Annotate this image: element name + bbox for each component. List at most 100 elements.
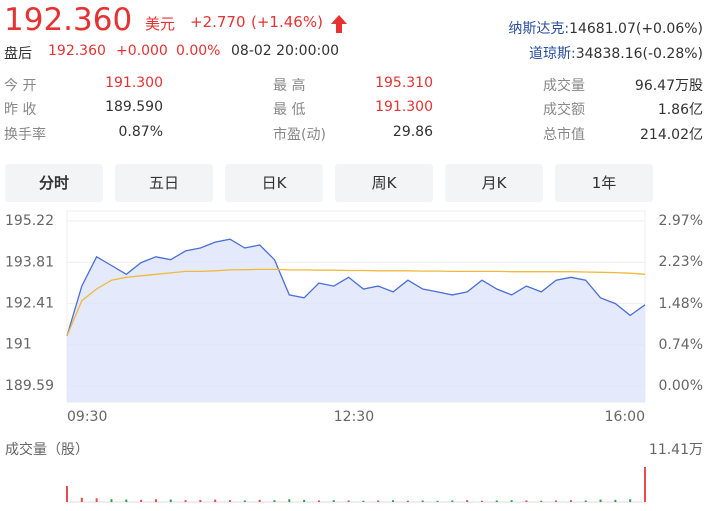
volume-bar xyxy=(540,500,543,502)
volume-title: 成交量（股） xyxy=(5,441,89,458)
y2-tick-label: 0.74% xyxy=(659,337,703,353)
volume-bar xyxy=(599,499,602,502)
volume-bar xyxy=(169,499,172,502)
tab[interactable]: 周K xyxy=(335,164,433,202)
stat-label: 今 开 xyxy=(4,78,37,94)
y-tick-label: 191 xyxy=(5,337,32,353)
after-hours-time: 08-02 20:00:00 xyxy=(231,43,340,59)
stat-label: 最 高 xyxy=(273,78,306,94)
volume-bar xyxy=(125,499,128,502)
volume-bar xyxy=(243,500,246,502)
volume-bar xyxy=(140,499,143,502)
y-tick-label: 189.59 xyxy=(5,378,54,394)
y2-tick-label: 2.23% xyxy=(659,254,703,270)
change: +2.770 xyxy=(190,13,246,31)
volume-bar xyxy=(436,500,439,502)
volume-bar xyxy=(303,499,306,502)
volume-bar xyxy=(495,500,498,502)
volume-bar xyxy=(317,500,320,502)
index-value: 34838.16(-0.28%) xyxy=(575,46,703,62)
stat-value: 195.310 xyxy=(375,75,433,91)
stat-label: 市盈(动) xyxy=(273,127,326,143)
volume-bar xyxy=(525,500,528,502)
volume-bar xyxy=(406,500,409,502)
volume-bar xyxy=(199,499,202,502)
tab[interactable]: 日K xyxy=(225,164,323,202)
after-hours-pct: 0.00% xyxy=(176,43,221,59)
volume-bar xyxy=(584,500,587,502)
stat-value: 189.590 xyxy=(105,99,163,115)
after-hours-label: 盘后 xyxy=(4,46,32,62)
volume-bar xyxy=(66,486,68,502)
currency: 美元 xyxy=(145,15,176,33)
index-row: 道琼斯:34838.16(-0.28%) xyxy=(529,43,703,63)
volume-bar xyxy=(347,500,350,502)
average-line xyxy=(66,268,646,337)
stat-label: 成交量 xyxy=(543,78,585,94)
stat-value: 1.86亿 xyxy=(657,102,703,118)
y-tick-label: 195.22 xyxy=(5,213,54,229)
stat-label: 总市值 xyxy=(543,127,585,143)
volume-bar xyxy=(644,467,646,502)
volume-bar xyxy=(569,500,572,502)
tab[interactable]: 五日 xyxy=(115,164,213,202)
stat-value: 214.02亿 xyxy=(640,127,703,143)
stat-value: 0.87% xyxy=(118,124,163,140)
volume-bar xyxy=(480,500,483,502)
stat-value: 191.300 xyxy=(105,75,163,91)
stat-label: 换手率 xyxy=(4,127,46,143)
volume-bar xyxy=(110,499,113,502)
volume-bar xyxy=(466,500,469,502)
stat-value: 191.300 xyxy=(375,99,433,115)
volume-bar xyxy=(273,500,276,502)
index-value: 14681.07(+0.06%) xyxy=(569,21,703,37)
volume-bar xyxy=(555,500,558,502)
volume-bar xyxy=(214,499,217,502)
volume-bar xyxy=(421,500,424,502)
volume-bar xyxy=(288,499,291,502)
stat-value: 29.86 xyxy=(392,124,433,140)
volume-bar xyxy=(377,500,380,502)
volume-bar xyxy=(451,500,454,502)
tab[interactable]: 分时 xyxy=(5,164,103,202)
stat-label: 成交额 xyxy=(543,102,585,118)
up-arrow xyxy=(331,15,347,33)
y2-tick-label: 2.97% xyxy=(659,213,703,229)
stat-label: 最 低 xyxy=(273,102,306,118)
after-hours-price: 192.360 xyxy=(48,43,106,59)
volume-bar xyxy=(229,500,232,502)
volume-bar xyxy=(258,499,261,502)
volume-bar xyxy=(95,498,98,502)
volume-bar xyxy=(629,499,632,502)
volume-bar xyxy=(154,499,157,502)
tab[interactable]: 1年 xyxy=(555,164,653,202)
volume-bar xyxy=(80,497,83,502)
volume-bar xyxy=(614,499,617,502)
price-area xyxy=(67,239,645,402)
index-name[interactable]: 纳斯达克: xyxy=(508,21,570,37)
index-row: 纳斯达克:14681.07(+0.06%) xyxy=(508,18,703,38)
stat-value: 96.47万股 xyxy=(634,78,703,94)
volume-bar xyxy=(392,500,395,502)
after-hours-change: +0.000 xyxy=(116,43,168,59)
x-tick-label: 16:00 xyxy=(605,409,645,425)
x-tick-label: 12:30 xyxy=(334,409,374,425)
volume-bar xyxy=(332,500,335,502)
price: 192.360 xyxy=(4,2,133,38)
volume-bar xyxy=(184,500,187,502)
y2-tick-label: 0.00% xyxy=(659,378,703,394)
volume-bar xyxy=(510,500,513,502)
y-tick-label: 11.41万 xyxy=(649,442,703,458)
volume-bar xyxy=(362,500,365,502)
y-tick-label: 193.81 xyxy=(5,254,54,270)
index-name[interactable]: 道琼斯: xyxy=(529,46,576,62)
price-line xyxy=(66,238,646,337)
change-pct: (+1.46%) xyxy=(251,13,323,31)
stat-label: 昨 收 xyxy=(4,102,37,118)
x-tick-label: 09:30 xyxy=(67,409,107,425)
y2-tick-label: 1.48% xyxy=(659,296,703,312)
tab[interactable]: 月K xyxy=(445,164,543,202)
y-tick-label: 192.41 xyxy=(5,295,54,311)
